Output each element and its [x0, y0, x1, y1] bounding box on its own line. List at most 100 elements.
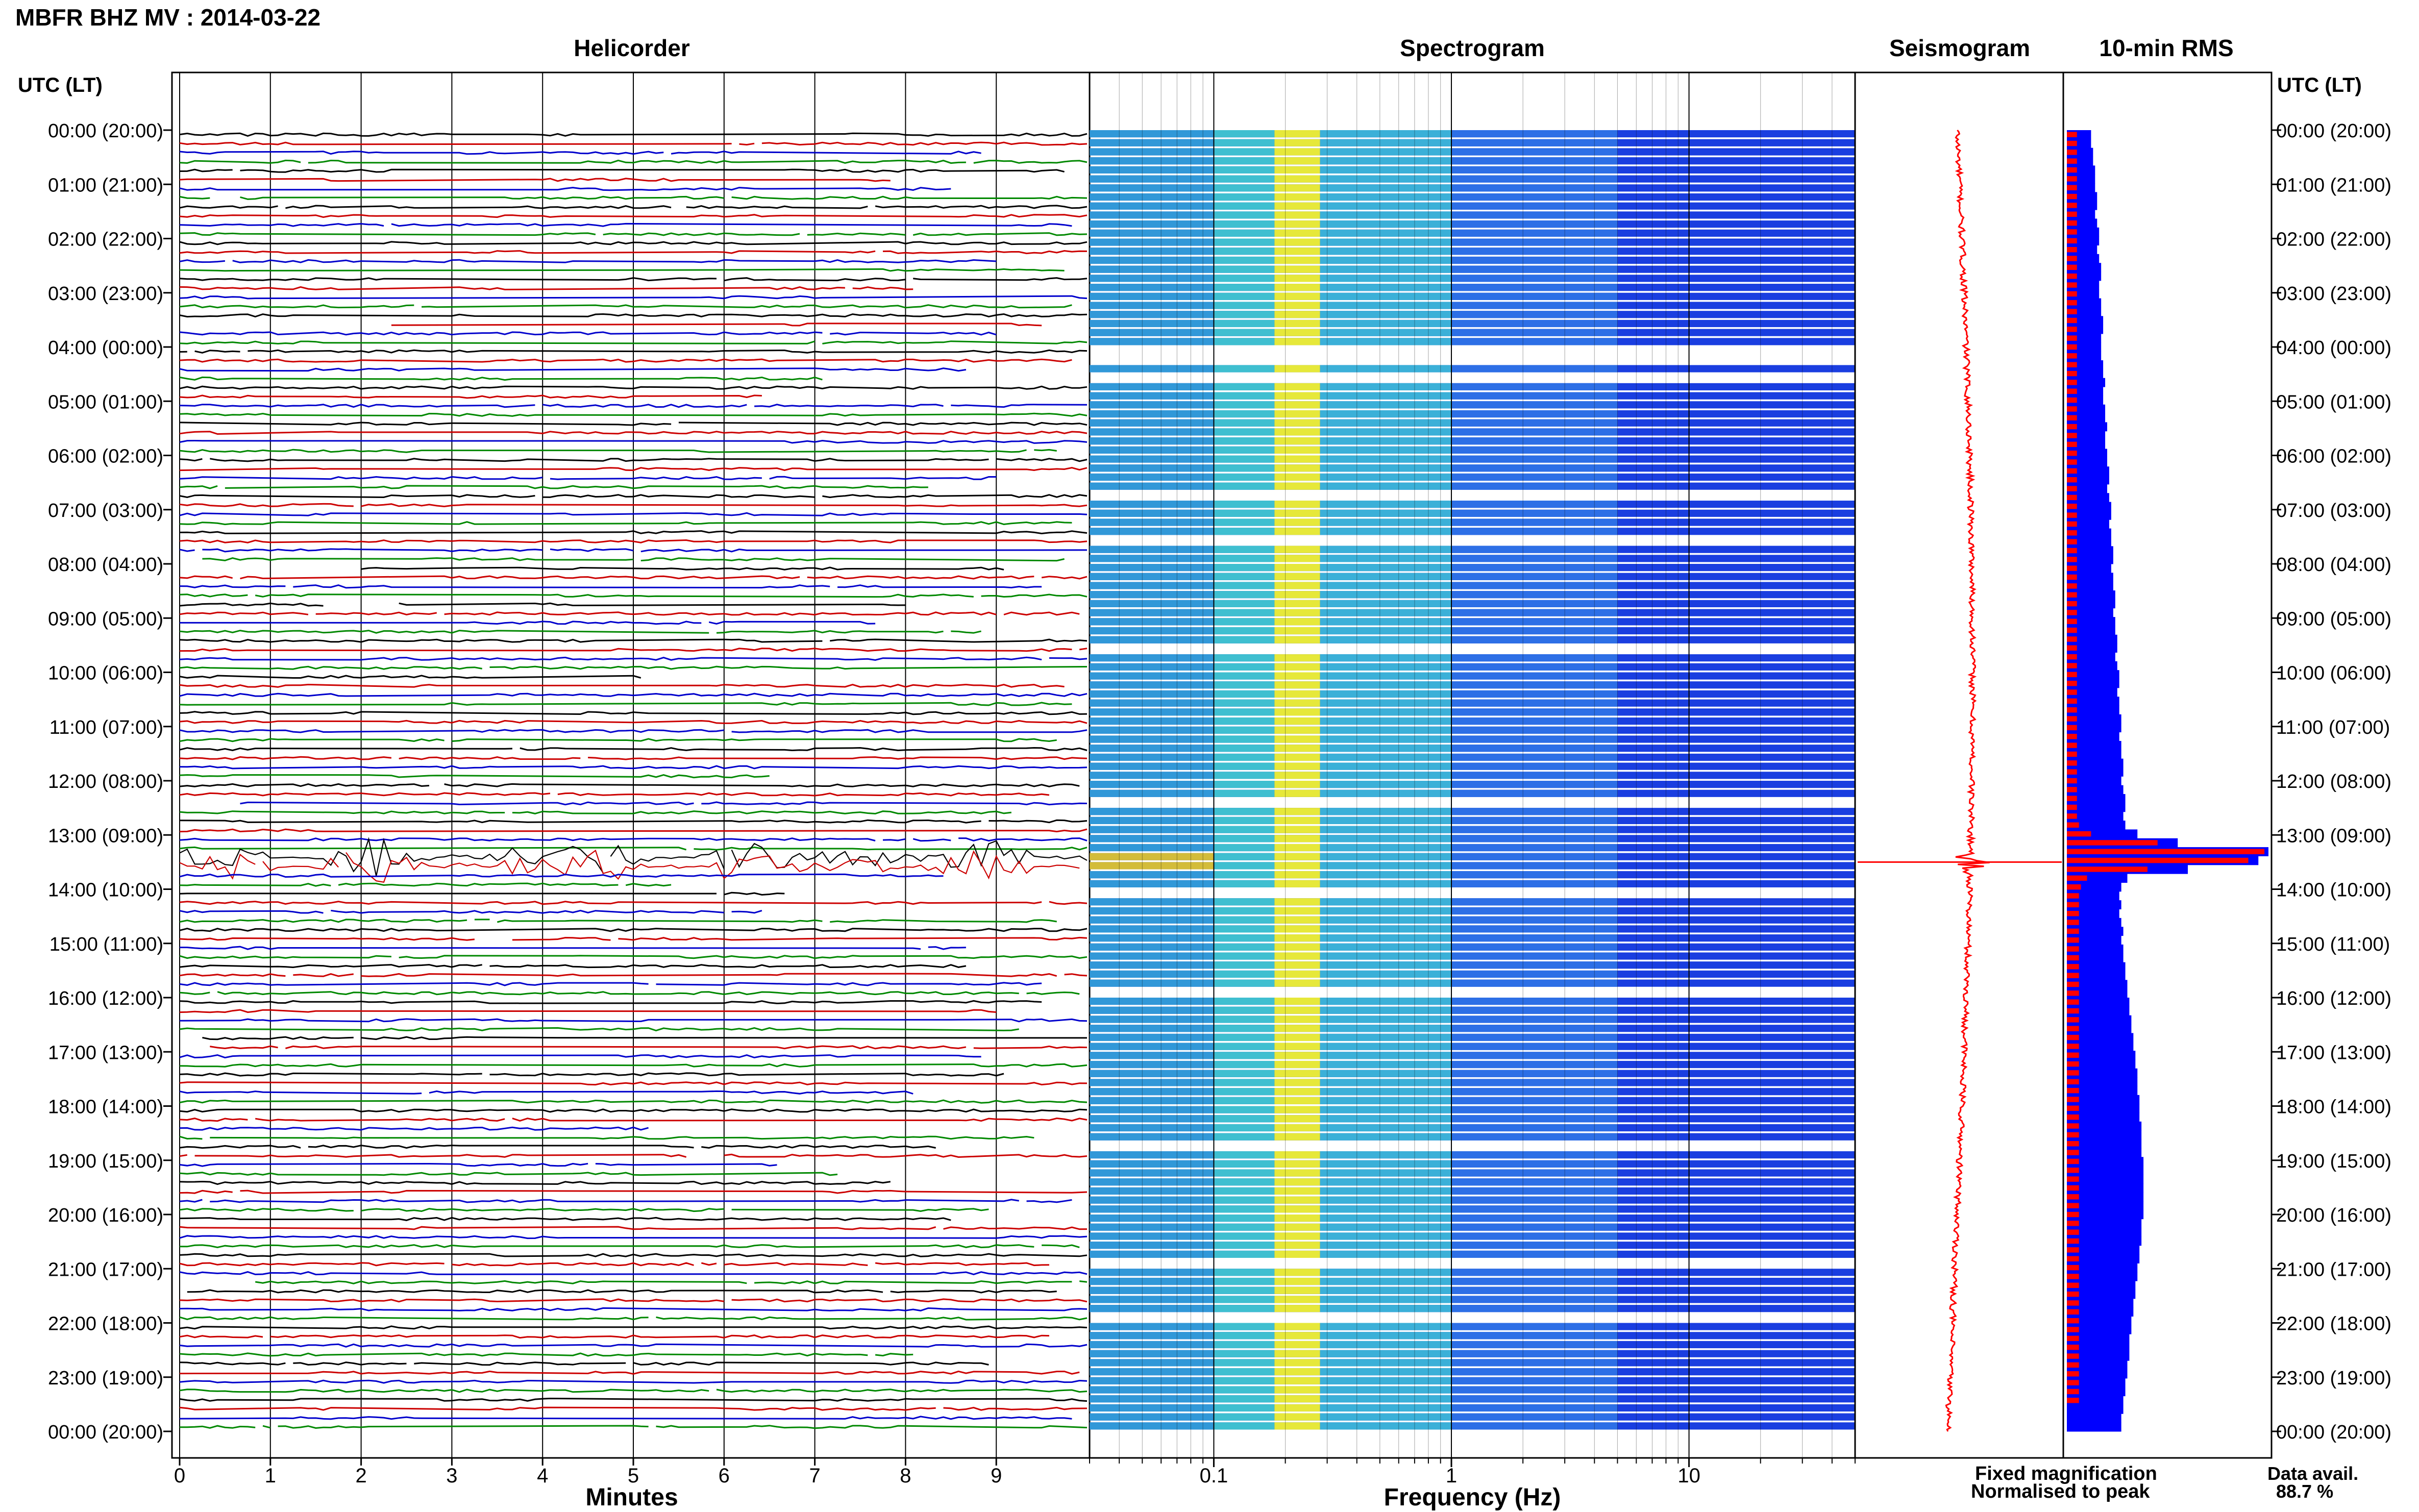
helicorder-trace	[179, 1009, 997, 1013]
helicorder-x-tick-label: 1	[265, 1465, 276, 1487]
spectrogram-mid-band	[1214, 1422, 1275, 1430]
spectrogram-peak-band	[1274, 844, 1320, 852]
helicorder-trace	[179, 331, 997, 336]
rms-bar-normalised	[2067, 1052, 2079, 1058]
spectrogram-peak-band	[1274, 609, 1320, 616]
spectrogram-peak-band	[1274, 591, 1320, 599]
helicorder-trace	[179, 774, 770, 779]
rms-panel	[2062, 71, 2273, 1459]
spectrogram-lowfreq-band	[1090, 952, 1214, 960]
spectrogram-high-band	[1451, 1088, 1618, 1096]
spectrogram-high-band	[1451, 998, 1618, 1005]
rms-bar-normalised	[2067, 1345, 2079, 1350]
rms-bar-fixed	[2067, 528, 2111, 538]
helicorder-trace	[179, 1153, 1088, 1158]
spectrogram-peak-band	[1274, 907, 1320, 915]
helicorder-trace	[179, 521, 1072, 526]
spectrogram-mid-band	[1214, 148, 1275, 156]
spectrogram-lowfreq-band	[1090, 392, 1214, 400]
rms-bar-fixed	[2067, 626, 2115, 635]
spectrogram-mid-band	[1214, 184, 1275, 192]
spectrogram-upper-band	[1320, 528, 1452, 535]
spectrogram-upper-band	[1320, 1386, 1452, 1394]
spectrogram-upper-band	[1320, 934, 1452, 942]
time-label-left: 06:00 (02:00)	[48, 446, 163, 467]
spectrogram-peak-band	[1274, 220, 1320, 228]
rms-bar-normalised	[2067, 353, 2077, 359]
spectrogram-peak-band	[1274, 202, 1320, 210]
spectrogram-upper-band	[1320, 1187, 1452, 1195]
spectrogram-upper-band	[1320, 1269, 1452, 1276]
spectrogram-high-band	[1451, 1187, 1618, 1195]
spectrogram-mid-band	[1214, 193, 1275, 201]
helicorder-trace	[179, 214, 1088, 218]
spectrogram-upper-band	[1320, 835, 1452, 842]
spectrogram-mid-band	[1214, 789, 1275, 797]
spectrogram-high-band	[1451, 319, 1618, 328]
rms-bar-fixed	[2067, 1033, 2134, 1043]
spectrogram-lowfreq-band	[1090, 1160, 1214, 1168]
spectrogram-high-band	[1451, 961, 1618, 969]
rms-bar-fixed	[2067, 1334, 2130, 1344]
spectrogram-mid-band	[1214, 1196, 1275, 1204]
spectrogram-lowfreq-band	[1090, 772, 1214, 779]
spectrogram-peak-band	[1274, 1052, 1320, 1059]
spectrogram-high-band	[1451, 1386, 1618, 1394]
rms-bar-normalised	[2067, 911, 2079, 916]
spectrogram-lowfreq-band	[1090, 916, 1214, 924]
spectrogram-high-band	[1451, 1395, 1618, 1403]
spectrogram-high-band	[1451, 392, 1618, 400]
rms-bar-fixed	[2067, 466, 2109, 476]
rms-bar-fixed	[2067, 767, 2124, 777]
spectrogram-mid-band	[1214, 1097, 1275, 1104]
spectrogram-peak-band	[1274, 826, 1320, 833]
spectrogram-lowfreq-band	[1090, 1377, 1214, 1384]
spectrogram-upper-band	[1320, 1242, 1452, 1249]
spectrogram-peak-band	[1274, 681, 1320, 689]
rms-bar-normalised	[2067, 893, 2079, 899]
spectrogram-mid-band	[1214, 916, 1275, 924]
spectrogram-mid-band	[1214, 717, 1275, 725]
rms-bar-fixed	[2067, 519, 2109, 529]
helicorder-x-ticks: 0 1 2 3 4 5 6 7 8 9	[174, 1458, 1002, 1487]
rms-bar-normalised	[2067, 1380, 2079, 1385]
spectrogram-peak-band	[1274, 745, 1320, 752]
time-labels-left: 00:00 (20:00) 01:00 (21:00) 02:00 (22:00) 0…	[48, 120, 172, 1443]
spectrogram-high-band	[1451, 1151, 1618, 1159]
spectrogram-high-band	[1451, 1223, 1618, 1231]
time-label-right: 23:00 (19:00)	[2276, 1368, 2391, 1389]
spectrogram-high-band	[1451, 916, 1618, 924]
helicorder-trace	[179, 1370, 1080, 1375]
time-label-right: 09:00 (05:00)	[2276, 608, 2391, 630]
helicorder-trace	[255, 1280, 1088, 1284]
spectrogram-high-band	[1451, 816, 1618, 824]
spectrogram-lowfreq-band	[1090, 193, 1214, 201]
time-label-right: 15:00 (11:00)	[2276, 934, 2390, 955]
spectrogram-upper-band	[1320, 130, 1452, 138]
helicorder-trace	[179, 439, 1088, 444]
rms-bar-normalised	[2067, 1371, 2079, 1377]
spectrogram-x-tick-label: 0.1	[1200, 1465, 1228, 1487]
rms-bar-normalised	[2067, 937, 2079, 943]
helicorder-trace	[179, 1162, 777, 1167]
spectrogram-high-band	[1451, 1205, 1618, 1213]
helicorder-trace	[179, 168, 1065, 173]
helicorder-x-tick-label: 7	[809, 1465, 820, 1487]
rms-bar-fixed	[2067, 988, 2128, 998]
spectrogram-upper-band	[1320, 1214, 1452, 1222]
spectrogram-high-band	[1451, 1025, 1618, 1032]
spectrogram-peak-band	[1274, 1025, 1320, 1032]
spectrogram-lowfreq-band	[1090, 130, 1214, 138]
rms-bar-normalised	[2067, 1256, 2079, 1261]
rms-bar-normalised	[2067, 822, 2079, 828]
rms-bar-fixed	[2067, 546, 2113, 556]
data-avail-label: Data avail.	[2267, 1463, 2358, 1484]
rms-bar-normalised	[2067, 796, 2077, 801]
rms-bar-fixed	[2067, 670, 2119, 680]
spectrogram-high-band	[1451, 618, 1618, 626]
helicorder-trace	[179, 963, 967, 969]
spectrogram-lowfreq-band	[1090, 220, 1214, 228]
spectrogram-mid-band	[1214, 1151, 1275, 1159]
rms-bar-fixed	[2067, 821, 2126, 830]
helicorder-trace	[179, 901, 1088, 905]
